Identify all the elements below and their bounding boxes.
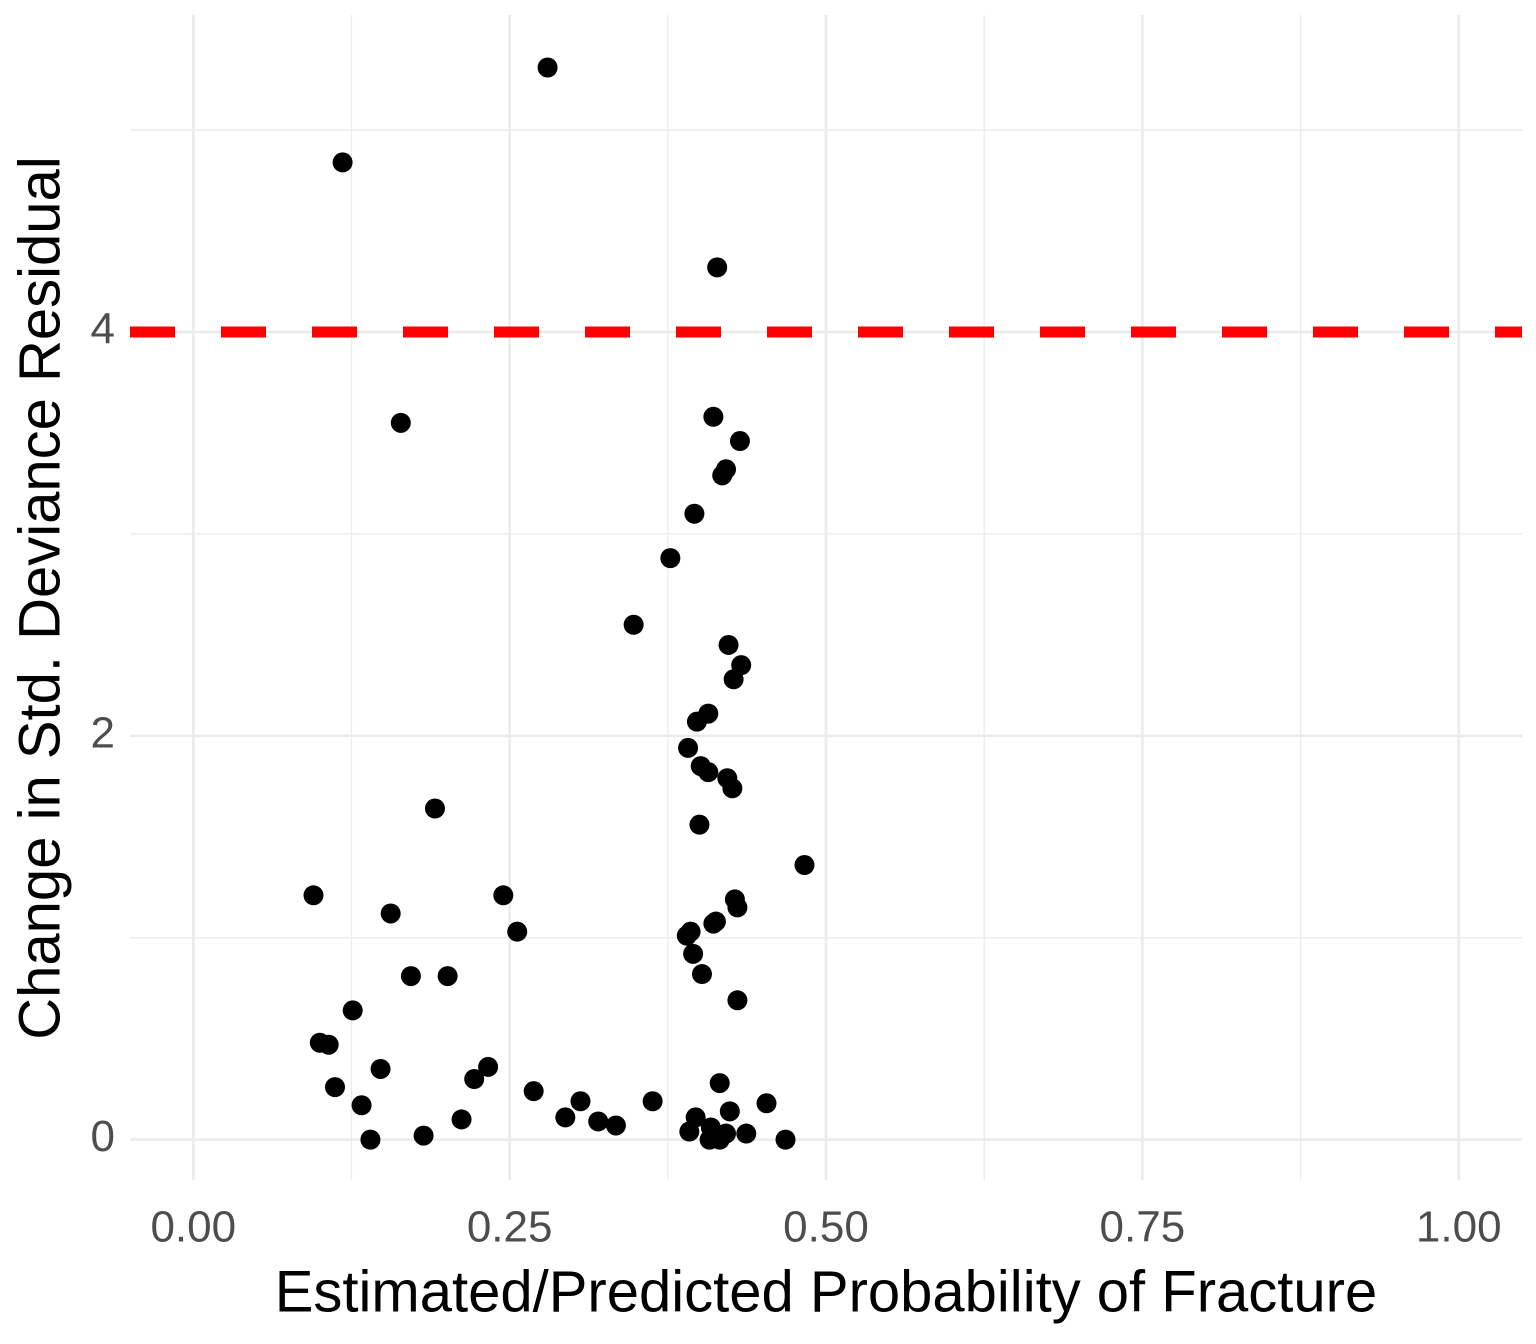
- point: [723, 669, 744, 690]
- point: [424, 798, 445, 819]
- point: [537, 57, 558, 78]
- x-axis-title: Estimated/Predicted Probability of Fract…: [275, 1259, 1377, 1324]
- point: [703, 913, 724, 934]
- y-tick-label: 4: [91, 305, 115, 354]
- point: [727, 897, 748, 918]
- point: [689, 814, 710, 835]
- point: [775, 1129, 796, 1150]
- x-tick-label: 0.25: [467, 1203, 553, 1252]
- point: [605, 1115, 626, 1136]
- point: [451, 1109, 472, 1130]
- x-tick-label: 0.75: [1100, 1203, 1186, 1252]
- point: [380, 903, 401, 924]
- point: [370, 1058, 391, 1079]
- point: [332, 152, 353, 173]
- point: [478, 1056, 499, 1077]
- point: [709, 1073, 730, 1094]
- y-axis-title: Change in Std. Deviance Residual: [7, 156, 72, 1039]
- point: [642, 1091, 663, 1112]
- point: [588, 1111, 609, 1132]
- y-tick-label: 0: [91, 1112, 115, 1161]
- point: [794, 855, 815, 876]
- point: [303, 885, 324, 906]
- point: [719, 1101, 740, 1122]
- point: [660, 548, 681, 569]
- point: [709, 1129, 730, 1150]
- x-tick-label: 0.00: [150, 1203, 236, 1252]
- point: [683, 943, 704, 964]
- point: [570, 1091, 591, 1112]
- point: [679, 1121, 700, 1142]
- point: [555, 1107, 576, 1128]
- point: [318, 1034, 339, 1055]
- point: [727, 990, 748, 1011]
- point: [437, 966, 458, 987]
- point: [684, 503, 705, 524]
- point: [342, 1000, 363, 1021]
- point: [676, 925, 697, 946]
- point: [686, 711, 707, 732]
- point: [707, 257, 728, 278]
- point: [756, 1093, 777, 1114]
- point: [464, 1069, 485, 1090]
- point: [507, 921, 528, 942]
- point: [712, 465, 733, 486]
- point: [523, 1081, 544, 1102]
- point: [413, 1125, 434, 1146]
- point: [691, 964, 712, 985]
- y-tick-label: 2: [91, 708, 115, 757]
- point: [678, 737, 699, 758]
- point: [736, 1123, 757, 1144]
- point: [703, 406, 724, 427]
- x-tick-label: 1.00: [1416, 1203, 1502, 1252]
- point: [360, 1129, 381, 1150]
- point: [698, 762, 719, 783]
- point: [718, 634, 739, 655]
- point: [722, 778, 743, 799]
- point: [729, 431, 750, 452]
- point: [351, 1095, 372, 1116]
- point: [390, 412, 411, 433]
- point: [325, 1077, 346, 1098]
- point: [400, 966, 421, 987]
- point: [493, 885, 514, 906]
- x-tick-label: 0.50: [783, 1203, 869, 1252]
- point: [623, 614, 644, 635]
